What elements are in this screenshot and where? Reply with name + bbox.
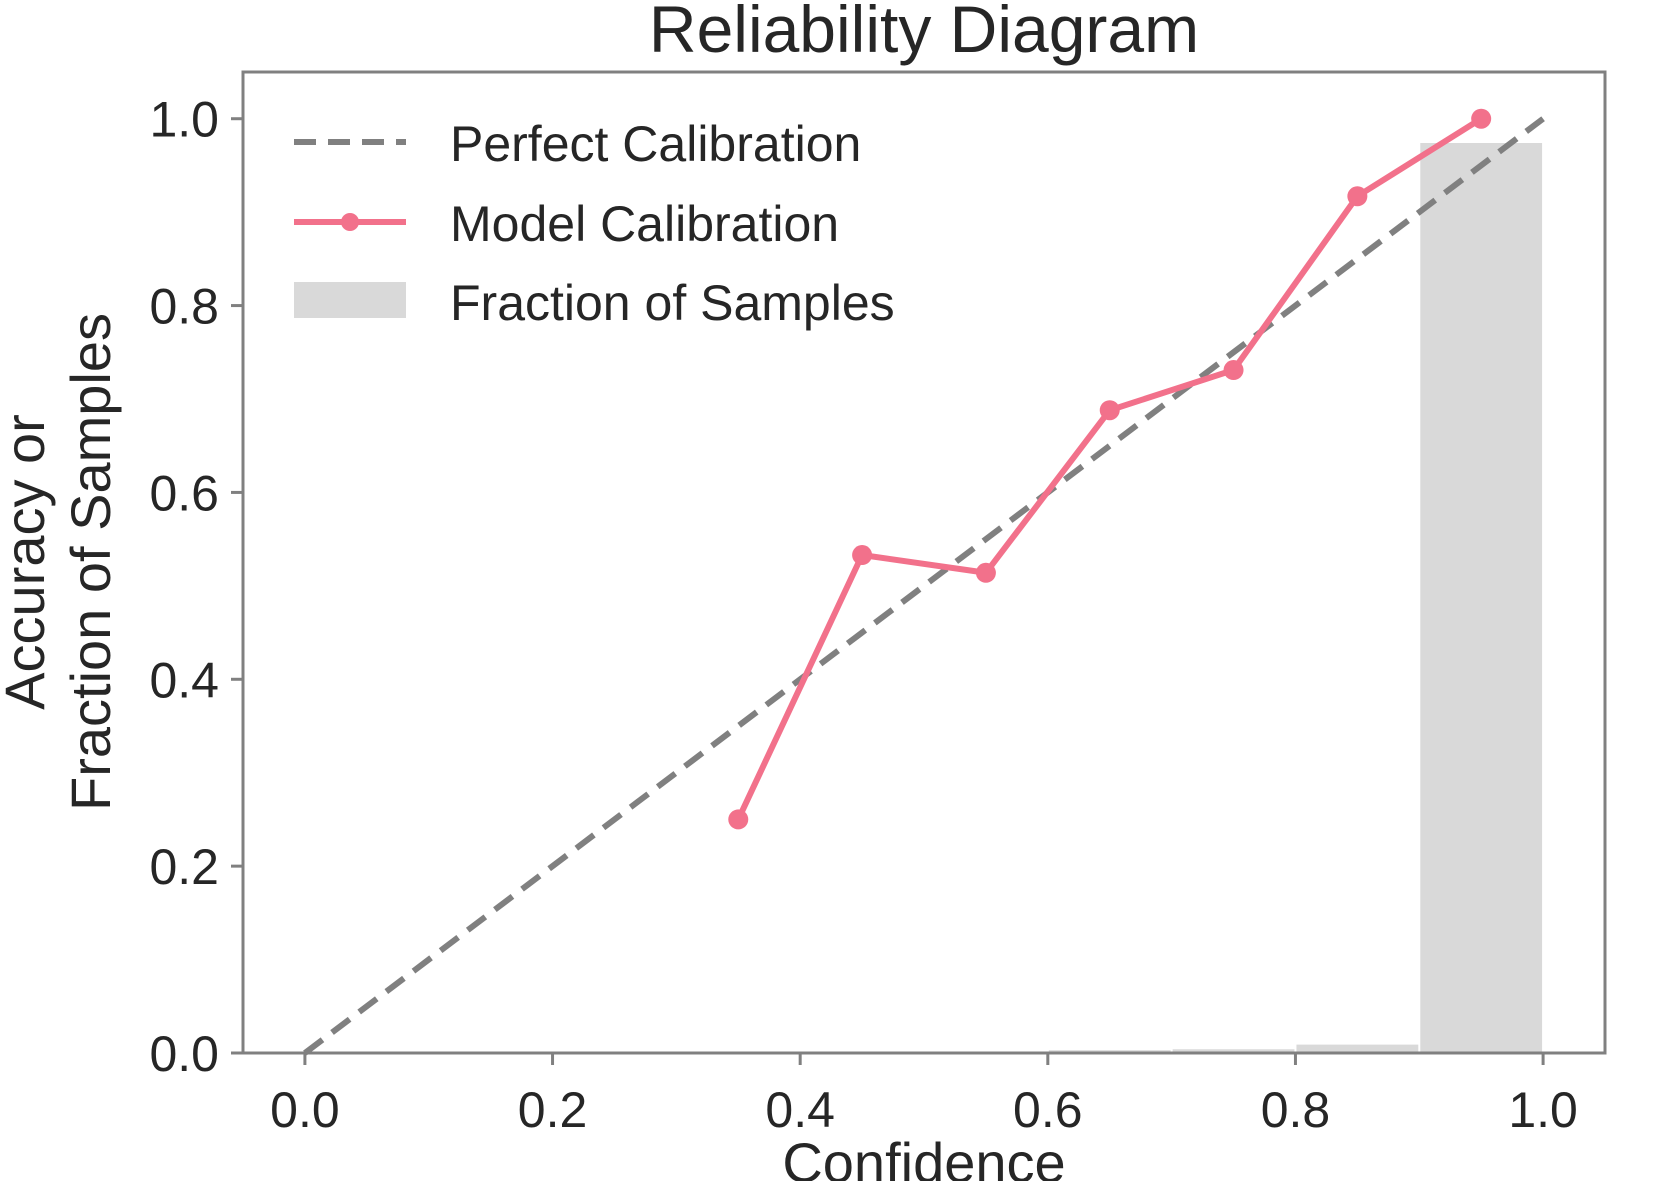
legend-label-perfect-calibration: Perfect Calibration bbox=[450, 116, 861, 172]
model-calibration-point bbox=[1471, 108, 1492, 129]
lines-layer bbox=[303, 108, 1545, 1056]
model-calibration-point bbox=[1223, 360, 1244, 381]
chart-title: Reliability Diagram bbox=[649, 0, 1199, 66]
legend: Perfect Calibration Model Calibration Fr… bbox=[294, 116, 895, 331]
y-tick-label: 0.0 bbox=[149, 1026, 219, 1082]
y-tick-label: 0.2 bbox=[149, 839, 219, 895]
fraction-bar bbox=[1172, 1049, 1295, 1053]
y-tick-label: 1.0 bbox=[149, 92, 219, 148]
y-axis-label-line-2: Fraction of Samples bbox=[59, 313, 122, 811]
model-calibration-point bbox=[1099, 400, 1120, 421]
model-calibration-point bbox=[728, 809, 749, 830]
y-tick-label: 0.6 bbox=[149, 465, 219, 521]
model-calibration-line bbox=[735, 116, 1483, 821]
legend-marker-model-calibration bbox=[341, 213, 359, 231]
legend-label-model-calibration: Model Calibration bbox=[450, 196, 839, 252]
legend-label-fraction-of-samples: Fraction of Samples bbox=[450, 275, 895, 331]
model-calibration-point bbox=[1347, 186, 1368, 207]
x-tick-label: 0.0 bbox=[270, 1082, 340, 1138]
model-calibration-point bbox=[852, 545, 873, 566]
perfect-calibration-line bbox=[303, 116, 1545, 1056]
x-tick-label: 0.2 bbox=[518, 1082, 588, 1138]
x-tick-label: 0.8 bbox=[1261, 1082, 1331, 1138]
ticks-layer: 0.0 0.2 0.4 0.6 0.8 1.0 0.0 0.2 0.4 0.6 0.8 1.0 bbox=[149, 92, 1577, 1138]
model-calibration-point bbox=[975, 562, 996, 583]
y-axis-label-line-1: Accuracy or bbox=[0, 414, 56, 710]
bars-layer bbox=[925, 143, 1543, 1054]
x-axis-label: Confidence bbox=[782, 1131, 1065, 1181]
y-tick-label: 0.4 bbox=[149, 652, 219, 708]
x-tick-label: 0.4 bbox=[765, 1082, 835, 1138]
y-tick-label: 0.8 bbox=[149, 279, 219, 335]
legend-swatch-fraction-of-samples bbox=[294, 282, 406, 318]
x-tick-label: 0.6 bbox=[1013, 1082, 1083, 1138]
fraction-bar bbox=[1296, 1044, 1419, 1053]
x-tick-label: 1.0 bbox=[1508, 1082, 1578, 1138]
fraction-bar bbox=[1420, 143, 1543, 1053]
plot-frame bbox=[241, 70, 1607, 1055]
